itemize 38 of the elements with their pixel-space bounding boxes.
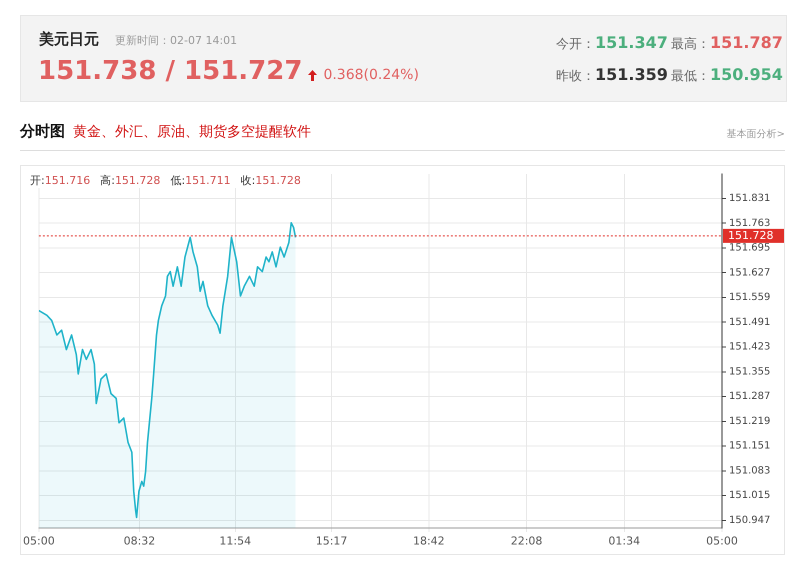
x-tick-label: 08:32	[124, 534, 156, 548]
ref-line-label: 151.728	[728, 228, 774, 242]
y-tick-label: 151.355	[729, 366, 770, 378]
x-tick-label: 05:00	[706, 534, 738, 548]
text: 分时图	[20, 122, 65, 141]
x-tick-label: 01:34	[608, 534, 640, 548]
text: 昨收：151.359	[556, 65, 668, 84]
y-tick-label: 151.559	[729, 292, 770, 304]
x-tick-label: 05:00	[23, 534, 55, 548]
annotation: 开:151.716	[30, 174, 90, 187]
y-tick-label: 151.287	[729, 391, 770, 402]
y-tick-label: 151.219	[729, 416, 770, 427]
y-tick-label: 151.695	[729, 242, 770, 254]
text: 最高：151.787	[671, 33, 783, 52]
chart-subtitle: 更新时间：02-07 14:01	[115, 33, 238, 48]
y-tick-label: 150.947	[729, 514, 770, 526]
text: 最低：150.954	[671, 65, 783, 84]
x-tick-label: 22:08	[510, 534, 542, 548]
y-tick-label: 151.627	[729, 267, 770, 278]
text: 151.738 / 151.727	[38, 56, 302, 86]
text: 0.368(0.24%)	[323, 67, 419, 83]
annotation: 低:151.711	[170, 174, 231, 187]
y-tick-label: 151.831	[729, 192, 770, 204]
x-tick-label: 15:17	[316, 534, 348, 548]
annotation: 收:151.728	[240, 174, 301, 187]
chart-title: 美元日元	[39, 30, 99, 49]
x-tick-label: 18:42	[412, 534, 445, 548]
text: 黄金、外汇、原油、期货多空提醒软件	[73, 123, 311, 141]
text: 今开：151.347	[556, 33, 668, 52]
y-tick-label: 151.423	[729, 342, 770, 353]
y-tick-label: 151.151	[729, 440, 770, 452]
annotation: 高:151.728	[100, 174, 160, 187]
text: 基本面分析>	[726, 128, 785, 141]
y-tick-label: 151.763	[729, 218, 770, 229]
y-tick-label: 151.083	[729, 465, 770, 476]
y-tick-label: 151.491	[729, 316, 770, 328]
y-tick-label: 151.015	[729, 490, 770, 502]
x-tick-label: 11:54	[219, 534, 252, 548]
